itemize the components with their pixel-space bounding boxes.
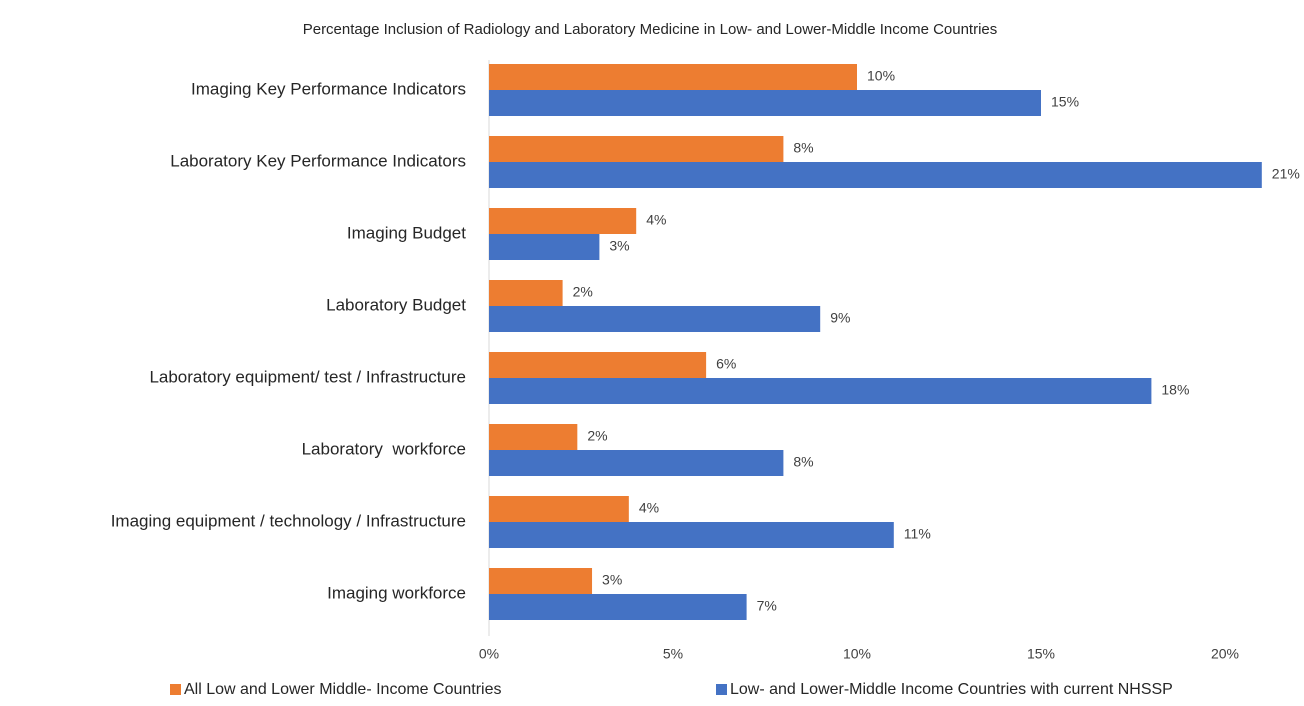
category-label: Imaging workforce xyxy=(327,583,466,602)
value-label: 6% xyxy=(716,356,736,372)
category-label: Imaging Budget xyxy=(347,223,466,242)
category-label: Laboratory Key Performance Indicators xyxy=(170,151,466,170)
category-label: Laboratory workforce xyxy=(302,439,466,458)
bar xyxy=(489,352,707,378)
x-tick-label: 10% xyxy=(843,646,871,662)
value-label: 4% xyxy=(646,212,666,228)
bar xyxy=(489,162,1262,188)
category-label: Imaging Key Performance Indicators xyxy=(191,79,466,98)
category-label: Imaging equipment / technology / Infrast… xyxy=(111,511,466,530)
category-label: Laboratory Budget xyxy=(326,295,466,314)
bar xyxy=(489,568,593,594)
value-label: 4% xyxy=(639,500,659,516)
legend-swatch xyxy=(716,684,727,695)
bar xyxy=(489,378,1152,404)
value-label: 15% xyxy=(1051,94,1079,110)
x-tick-label: 0% xyxy=(479,646,499,662)
legend-label: Low- and Lower-Middle Income Countries w… xyxy=(730,681,1173,698)
value-label: 7% xyxy=(757,598,777,614)
bar xyxy=(489,424,578,450)
legend-swatch xyxy=(170,684,181,695)
bar xyxy=(489,136,784,162)
value-label: 8% xyxy=(793,454,813,470)
bar xyxy=(489,306,821,332)
x-tick-label: 15% xyxy=(1027,646,1055,662)
value-label: 3% xyxy=(609,238,629,254)
value-label: 2% xyxy=(573,284,593,300)
value-label: 18% xyxy=(1161,382,1189,398)
value-label: 10% xyxy=(867,68,895,84)
value-label: 21% xyxy=(1272,166,1300,182)
bar xyxy=(489,594,747,620)
bar xyxy=(489,496,629,522)
chart-title: Percentage Inclusion of Radiology and La… xyxy=(303,21,998,38)
bar xyxy=(489,234,600,260)
value-label: 8% xyxy=(793,140,813,156)
value-label: 9% xyxy=(830,310,850,326)
bar xyxy=(489,64,857,90)
value-label: 11% xyxy=(904,526,931,542)
x-tick-label: 20% xyxy=(1211,646,1239,662)
value-label: 2% xyxy=(587,428,607,444)
bar xyxy=(489,450,784,476)
x-tick-label: 5% xyxy=(663,646,683,662)
legend-label: All Low and Lower Middle- Income Countri… xyxy=(184,681,501,698)
bar xyxy=(489,208,637,234)
bar xyxy=(489,522,894,548)
bar xyxy=(489,90,1041,116)
value-label: 3% xyxy=(602,572,622,588)
category-label: Laboratory equipment/ test / Infrastruct… xyxy=(149,367,466,386)
bar xyxy=(489,280,563,306)
